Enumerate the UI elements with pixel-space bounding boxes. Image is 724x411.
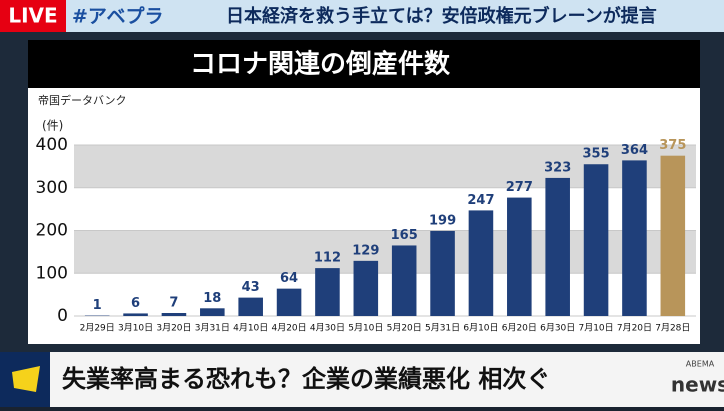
x-tick-label: 4月30日: [310, 323, 345, 334]
bar: [469, 210, 494, 316]
x-tick-label: 7月28日: [655, 323, 690, 334]
bar: [200, 308, 225, 316]
chart-title: コロナ関連の倒産件数: [190, 49, 451, 80]
data-label: 6: [131, 296, 140, 311]
data-label: 112: [314, 251, 341, 266]
data-label: 364: [621, 143, 648, 158]
x-tick-label: 4月20日: [271, 323, 306, 334]
x-tick-label: 7月20日: [617, 323, 652, 334]
x-tick-label: 7月10日: [578, 323, 613, 334]
data-label: 277: [506, 180, 533, 195]
x-tick-label: 6月20日: [502, 323, 537, 334]
data-label: 1: [93, 298, 102, 313]
bar: [622, 160, 647, 316]
bar: [584, 164, 609, 316]
data-label: 165: [391, 228, 418, 243]
bar: [545, 178, 570, 316]
data-label: 355: [582, 147, 609, 162]
x-tick-label: 3月10日: [118, 323, 153, 334]
headline: 日本経済を救う手立ては？安倍政権元ブレーンが提言: [226, 5, 657, 27]
data-label: 43: [242, 280, 260, 295]
bar: [354, 261, 379, 316]
x-tick-label: 6月30日: [540, 323, 575, 334]
logo-top: ABEMA: [686, 360, 715, 369]
y-axis-label: (件): [42, 119, 63, 133]
data-label: 7: [169, 296, 178, 311]
data-label: 375: [659, 138, 686, 153]
x-tick-label: 5月31日: [425, 323, 460, 334]
y-tick-label: 200: [36, 221, 68, 241]
data-label: 18: [203, 291, 221, 306]
bar: [277, 289, 302, 316]
bar: [315, 268, 340, 316]
caption: 失業率高まる恐れも？企業の業績悪化 相次ぐ: [62, 365, 550, 393]
data-label: 199: [429, 213, 456, 228]
y-tick-label: 400: [36, 135, 68, 155]
data-label: 247: [467, 193, 494, 208]
x-tick-label: 3月31日: [195, 323, 230, 334]
x-tick-label: 5月20日: [387, 323, 422, 334]
plot: 0 100 200 300 400 2月29日 1 3月10日 6 3月20日 7 3月31日 18 4月…: [36, 135, 696, 334]
bar: [123, 313, 148, 316]
y-tick-label: 300: [36, 178, 68, 198]
x-tick-label: 6月10日: [463, 323, 498, 334]
source: 帝国データバンク: [38, 93, 127, 107]
bar: [430, 231, 455, 316]
x-tick-label: 4月10日: [233, 323, 268, 334]
bar: [238, 298, 263, 316]
x-tick-label: 3月20日: [156, 323, 191, 334]
data-label: 323: [544, 160, 571, 175]
data-label: 129: [352, 243, 379, 258]
y-tick-label: 0: [57, 306, 68, 326]
data-label: 64: [280, 271, 298, 286]
y-tick-label: 100: [36, 263, 68, 283]
bar: [661, 156, 686, 316]
bar: [162, 313, 187, 316]
x-tick-label: 5月10日: [348, 323, 383, 334]
bar: [392, 245, 417, 316]
live-text: LIVE: [8, 4, 57, 28]
hashtag: #アベプラ: [72, 5, 164, 28]
x-tick-label: 2月29日: [80, 323, 115, 334]
bar: [507, 198, 532, 316]
logo-bottom: news: [671, 373, 724, 397]
